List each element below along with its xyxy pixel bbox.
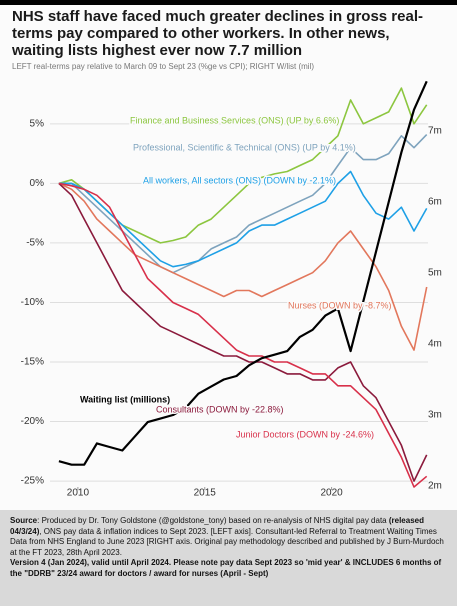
series-label: Waiting list (millions) <box>80 394 170 404</box>
y2-tick-label: 2m <box>428 481 442 492</box>
series-line <box>58 182 428 351</box>
footer-text: (released 04/3/24) <box>10 516 424 536</box>
y-tick-label: -10% <box>21 297 44 308</box>
footer-text: , ONS pay data & inflation indices to Se… <box>10 526 444 557</box>
y-tick-label: 5% <box>30 118 45 129</box>
y2-tick-label: 7m <box>428 126 442 137</box>
footer-text: Source <box>10 516 38 525</box>
series-label: Consultants (DOWN by -22.8%) <box>156 404 284 414</box>
series-line <box>58 80 428 466</box>
series-label: Junior Doctors (DOWN by -24.6%) <box>236 429 374 439</box>
y-tick-label: -5% <box>26 238 44 249</box>
series-label: Finance and Business Services (ONS) (UP … <box>130 115 339 125</box>
series-line <box>58 182 428 488</box>
footer-text: Version 4 (Jan 2024), valid until April … <box>10 558 442 578</box>
series-line <box>58 134 428 274</box>
footer: Source: Produced by Dr. Tony Goldstone (… <box>0 510 457 606</box>
series-line <box>58 87 428 244</box>
x-tick-label: 2020 <box>320 488 343 499</box>
series-line <box>58 182 428 482</box>
y2-tick-label: 6m <box>428 197 442 208</box>
x-tick-label: 2010 <box>67 488 90 499</box>
y-tick-label: -20% <box>21 416 44 427</box>
footer-text: : Produced by Dr. Tony Goldstone (@golds… <box>37 516 389 525</box>
y-tick-label: 0% <box>30 178 45 189</box>
chart-subtitle: LEFT real-terms pay relative to March 09… <box>12 62 315 71</box>
y2-tick-label: 3m <box>428 410 442 421</box>
y-tick-label: -25% <box>21 476 44 487</box>
x-tick-label: 2015 <box>194 488 217 499</box>
series-label: Nurses (DOWN by -8.7%) <box>288 300 392 310</box>
series-label: Professional, Scientific & Technical (ON… <box>133 142 356 152</box>
series-label: All workers, All sectors (ONS) (DOWN by … <box>143 175 336 185</box>
y-tick-label: -15% <box>21 357 44 368</box>
chart-title: NHS staff have faced much greater declin… <box>12 8 423 59</box>
series-line <box>58 170 428 268</box>
chart: 5% 0% -5% -10% -15% -20% -25% 7m 6m 5m 4m 3m 2m 2010 2… <box>21 80 442 499</box>
y2-tick-label: 5m <box>428 268 442 279</box>
y2-tick-label: 4m <box>428 339 442 350</box>
chart-panel <box>0 5 457 510</box>
